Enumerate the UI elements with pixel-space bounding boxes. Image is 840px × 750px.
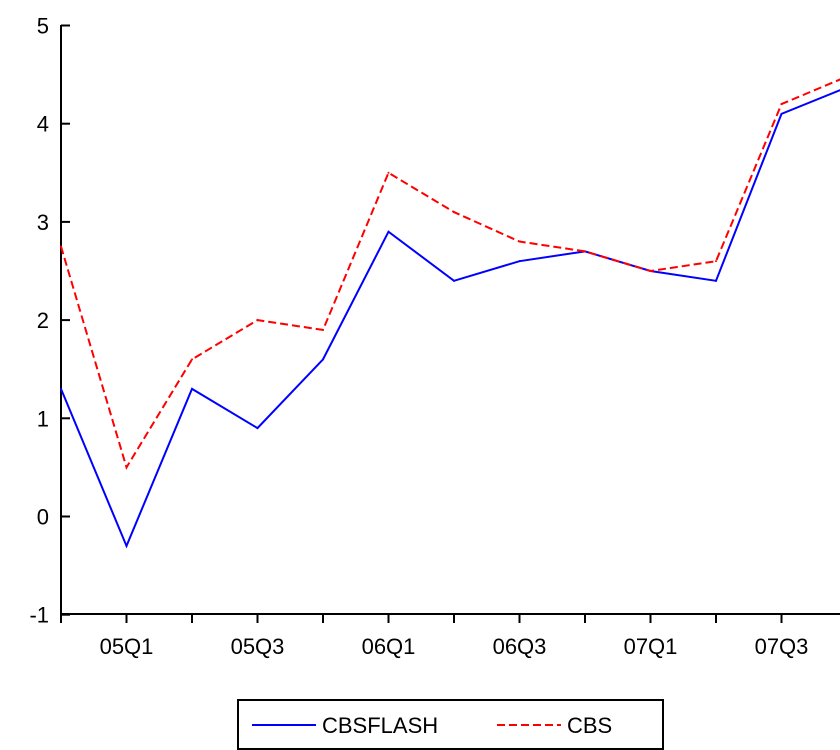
series-line-cbs: [60, 78, 840, 470]
data-point: [322, 328, 324, 331]
legend-label-cbs: CBS: [567, 713, 612, 738]
data-point: [649, 270, 652, 272]
y-tick-label: 2: [37, 308, 49, 333]
x-tick-label: 07Q3: [755, 634, 809, 659]
data-point: [453, 211, 455, 214]
series-lines: [60, 78, 840, 549]
series-line-cbsflash: [60, 89, 840, 549]
data-point: [125, 466, 128, 469]
data-point: [453, 279, 455, 282]
x-tick-label: 05Q3: [231, 634, 285, 659]
data-point: [191, 387, 193, 390]
data-point: [191, 358, 193, 361]
x-tick-label: 05Q1: [100, 634, 154, 659]
x-tick-label: 07Q1: [624, 634, 678, 659]
data-point: [518, 240, 521, 243]
y-tick-label: 1: [37, 406, 49, 431]
data-point: [780, 112, 783, 115]
x-tick-label: 06Q3: [493, 634, 547, 659]
legend-label-cbsflash: CBSFLASH: [322, 713, 438, 738]
x-tick-label: 06Q1: [362, 634, 416, 659]
data-point: [387, 171, 390, 174]
data-point: [60, 245, 62, 248]
data-point: [60, 387, 62, 390]
data-point: [780, 103, 783, 106]
y-tick-label: 0: [37, 505, 49, 530]
legend: CBSFLASH CBS: [237, 699, 664, 750]
y-tick-label: -1: [29, 603, 49, 628]
data-point: [518, 260, 521, 263]
y-tick-label: 4: [37, 112, 49, 137]
y-tick-label: 5: [37, 14, 49, 39]
data-point: [715, 279, 717, 282]
data-point: [256, 427, 259, 430]
data-point: [322, 358, 324, 361]
data-point: [715, 260, 717, 263]
axes: -1 0 1 2 3 4 5 05Q1 05Q3 06Q1 06Q3 07Q1 07Q3: [29, 14, 840, 659]
data-point: [584, 250, 586, 253]
data-point: [256, 319, 259, 322]
y-tick-label: 3: [37, 210, 49, 235]
data-point: [387, 230, 390, 233]
data-point: [125, 544, 128, 547]
